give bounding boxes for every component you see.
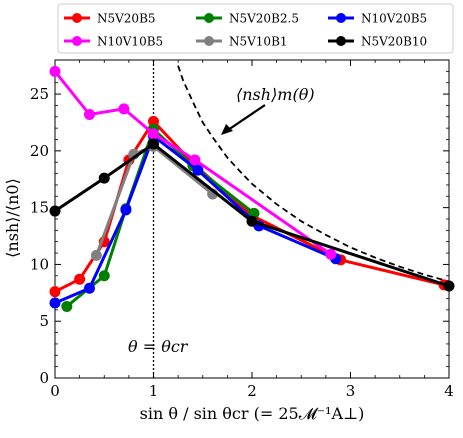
x-tick-label: 0 xyxy=(50,382,60,400)
data-point xyxy=(98,172,110,184)
legend-label: N5V10B1 xyxy=(229,35,288,49)
legend-label: N10V10B5 xyxy=(97,35,163,49)
y-tick-label: 25 xyxy=(30,85,49,103)
legend-label: N10V20B5 xyxy=(361,12,427,26)
y-tick-label: 20 xyxy=(30,142,49,160)
legend-label: N5V20B5 xyxy=(97,12,156,26)
annotation-arrow-shaft xyxy=(227,104,266,131)
legend-entry: N5V10B1 xyxy=(196,35,288,49)
y-tick-label: 15 xyxy=(30,199,49,217)
data-point xyxy=(148,115,159,127)
legend-frame xyxy=(57,3,454,54)
data-point xyxy=(49,205,61,217)
annotation-arrow-head xyxy=(221,124,233,135)
legend-entry: N5V20B2.5 xyxy=(196,12,299,26)
legend-marker xyxy=(72,13,82,23)
data-point xyxy=(98,270,110,282)
data-point xyxy=(49,297,61,309)
data-point xyxy=(192,164,204,176)
series-N5V20B10 xyxy=(49,138,455,292)
data-point xyxy=(148,138,159,150)
plot-area: 0 1 2 3 4 0 5 10 15 20 25 ⟨nsh⟩m(θ) θ = θcr xyxy=(30,59,455,400)
legend-marker xyxy=(204,36,214,46)
legend-marker xyxy=(204,13,214,23)
reference-annotation: ⟨nsh⟩m(θ) xyxy=(221,85,315,135)
series-N5V20B5 xyxy=(49,115,450,298)
legend: N5V20B5 N5V20B2.5 N10V20B5 N10V10B5 N5V10B1 N… xyxy=(57,3,454,54)
legend-entry: N5V20B10 xyxy=(328,35,427,49)
legend-marker xyxy=(72,36,82,46)
x-axis-label: sin θ / sin θcr (= 25𝓜⁻¹A⊥) xyxy=(140,404,365,423)
data-point xyxy=(120,204,132,216)
data-point xyxy=(61,300,73,312)
y-tick-label: 5 xyxy=(39,312,49,330)
data-point xyxy=(49,65,61,77)
data-point xyxy=(443,280,455,292)
reference-curve xyxy=(177,65,450,283)
data-point xyxy=(49,286,61,298)
legend-entries: N5V20B5 N5V20B2.5 N10V20B5 N10V10B5 N5V10B1 N… xyxy=(64,12,427,49)
legend-label: N5V20B10 xyxy=(361,35,427,49)
y-axis-label: ⟨nsh⟩/⟨n0⟩ xyxy=(3,178,22,258)
data-point xyxy=(90,249,102,261)
data-point xyxy=(83,109,95,121)
series-N10V10B5 xyxy=(49,65,337,260)
x-tick-label: 1 xyxy=(149,382,159,400)
x-tick-label: 4 xyxy=(444,382,454,400)
legend-label: N5V20B2.5 xyxy=(229,12,299,26)
data-point xyxy=(189,154,201,166)
x-tick-label: 2 xyxy=(247,382,257,400)
y-tick-label: 10 xyxy=(30,255,49,273)
theta-cr-annotation: θ = θcr xyxy=(128,337,189,356)
data-point xyxy=(74,273,86,285)
x-tick-label: 3 xyxy=(346,382,356,400)
legend-entry: N5V20B5 xyxy=(64,12,156,26)
data-point xyxy=(148,128,159,140)
reference-curve-label: ⟨nsh⟩m(θ) xyxy=(236,85,315,104)
legend-marker xyxy=(336,36,346,46)
y-tick-label: 0 xyxy=(39,369,49,387)
data-point xyxy=(118,103,130,115)
data-point xyxy=(83,282,95,294)
legend-marker xyxy=(336,13,346,23)
series-layer xyxy=(49,65,455,312)
legend-entry: N10V20B5 xyxy=(328,12,427,26)
legend-entry: N10V10B5 xyxy=(64,35,163,49)
data-point xyxy=(246,215,258,227)
series-line xyxy=(53,70,332,256)
data-point xyxy=(325,248,337,260)
